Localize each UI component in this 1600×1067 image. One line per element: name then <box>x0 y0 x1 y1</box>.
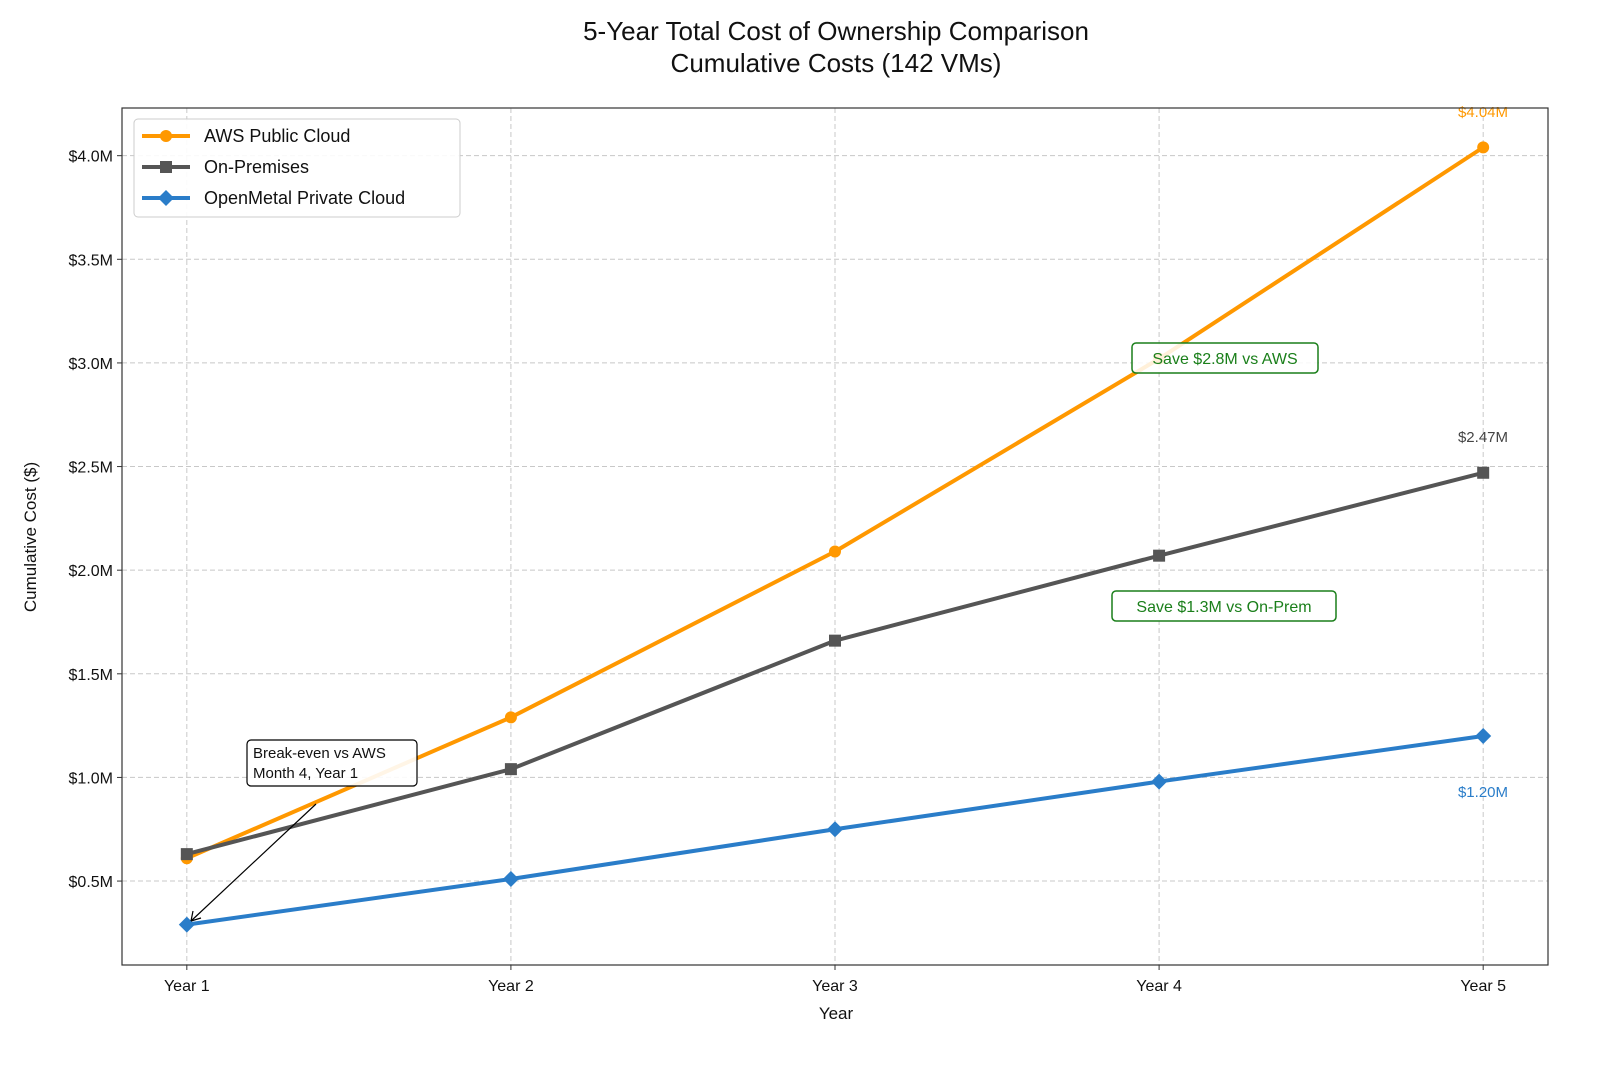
y-tick-label: $1.5M <box>69 667 113 684</box>
y-tick-label: $1.0M <box>69 770 113 787</box>
break-even-arrow <box>190 803 317 922</box>
y-tick-label: $3.5M <box>69 252 113 269</box>
save-onprem-text: Save $1.3M vs On-Prem <box>1136 599 1311 616</box>
x-tick-label: Year 2 <box>488 978 534 995</box>
on-premises-point <box>829 634 841 647</box>
y-tick-label: $2.5M <box>69 460 113 477</box>
aws-public-cloud-point <box>504 711 517 724</box>
x-tick-label: Year 5 <box>1460 978 1506 995</box>
break-even-line2: Month 4, Year 1 <box>253 765 358 782</box>
break-even-box <box>246 739 418 787</box>
legend-aws-public-cloud-marker <box>160 130 172 142</box>
openmetal-end-label: $1.20M <box>1458 784 1508 801</box>
legend-frame <box>133 118 461 218</box>
legend-openmetal-private-cloud-label: OpenMetal Private Cloud <box>204 188 405 208</box>
y-axis-label: Cumulative Cost ($) <box>21 462 40 612</box>
openmetal-private-cloud-point <box>1151 773 1168 790</box>
x-tick-label: Year 4 <box>1136 978 1182 995</box>
save-onprem-box <box>1111 590 1337 622</box>
on-premises-point <box>1153 549 1166 562</box>
openmetal-private-cloud-point <box>1475 727 1492 744</box>
save-aws-text: Save $2.8M vs AWS <box>1152 351 1297 368</box>
x-tick-label: Year 3 <box>812 978 858 995</box>
chart-title: 5-Year Total Cost of Ownership Compariso… <box>583 16 1089 46</box>
y-tick-label: $3.0M <box>69 356 113 373</box>
onprem-end-label: $2.47M <box>1458 429 1508 446</box>
break-even-line1: Break-even vs AWS <box>253 745 386 762</box>
x-tick-label: Year 1 <box>164 978 210 995</box>
openmetal-private-cloud-point <box>502 870 519 887</box>
y-tick-label: $4.0M <box>69 149 113 166</box>
axis-ticks: $0.5M $1.0M $1.5M $2.0M $2.5M $3.0M $3.5M $4.0M… <box>69 149 1507 995</box>
legend-on-premises-label: On-Premises <box>204 157 309 177</box>
on-premises-point <box>1477 466 1490 479</box>
save-aws-box <box>1131 342 1319 374</box>
on-premises-point <box>180 848 193 861</box>
aws-end-label: $4.04M <box>1458 104 1508 121</box>
openmetal-private-cloud-point <box>827 821 843 838</box>
y-tick-label: $0.5M <box>69 874 113 891</box>
y-tick-label: $2.0M <box>69 563 113 580</box>
x-axis-label: Year <box>819 1004 854 1023</box>
legend-on-premises-marker <box>160 161 172 173</box>
annotations: $4.04M $2.47M $1.20M Save $2.8M vs AWS S… <box>190 104 1508 922</box>
legend-openmetal-private-cloud-marker <box>158 190 174 206</box>
legend-aws-public-cloud-label: AWS Public Cloud <box>204 126 350 146</box>
legend: AWS Public Cloud On-Premises OpenMetal Pri… <box>133 118 461 218</box>
on-premises-point <box>504 763 517 776</box>
chart-subtitle: Cumulative Costs (142 VMs) <box>671 48 1002 78</box>
aws-public-cloud-point <box>1477 141 1490 154</box>
break-even-arrowhead <box>190 910 202 922</box>
aws-public-cloud-point <box>829 545 841 558</box>
